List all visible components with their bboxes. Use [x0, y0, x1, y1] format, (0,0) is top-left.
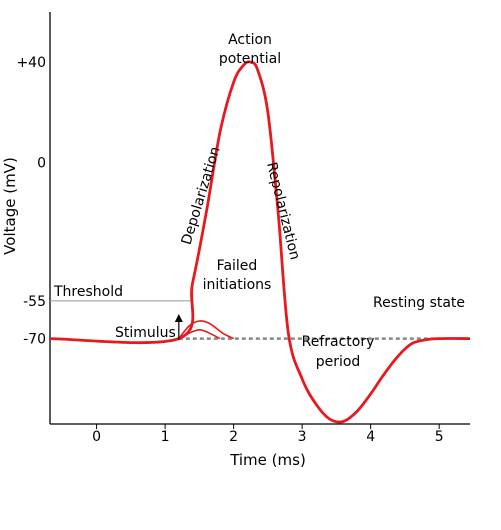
x-axis-label: Time (ms)	[229, 451, 306, 469]
depolarization-label: Depolarization	[179, 145, 224, 247]
y-tick-label: -70	[23, 332, 46, 348]
y-tick-label: +40	[16, 55, 46, 71]
refractory-2-label: period	[316, 354, 361, 370]
x-tick-label: 3	[298, 429, 307, 445]
x-tick-label: 4	[366, 429, 375, 445]
y-tick-label: -55	[23, 294, 46, 310]
repolarization-label: Repolarization	[263, 161, 303, 262]
action-potential-curve	[49, 60, 471, 424]
axes	[49, 12, 470, 429]
x-tick-label: 0	[92, 429, 101, 445]
x-tick-label: 1	[161, 429, 170, 445]
stimulus-arrow-head	[174, 314, 183, 322]
y-axis-label: Voltage (mV)	[1, 157, 19, 255]
failed-initiation-curve	[178, 320, 234, 340]
action-potential-2-label: potential	[219, 51, 281, 67]
failed-2-label: initiations	[203, 277, 272, 293]
x-tick-label: 5	[435, 429, 444, 445]
resting-label: Resting state	[373, 295, 465, 311]
y-tick-label: 0	[37, 156, 46, 172]
threshold-label: Threshold	[53, 284, 123, 300]
chart-labels: 0 1 2 3 4 5 +40 0 -55 -70 Time (ms) Voltage (mV) Thr…	[1, 32, 465, 469]
chart-marks	[49, 60, 471, 424]
x-tick-label: 2	[229, 429, 238, 445]
refractory-1-label: Refractory	[302, 334, 375, 350]
stimulus-label: Stimulus	[115, 325, 176, 341]
action-potential-1-label: Action	[228, 32, 272, 48]
failed-1-label: Failed	[217, 258, 258, 274]
